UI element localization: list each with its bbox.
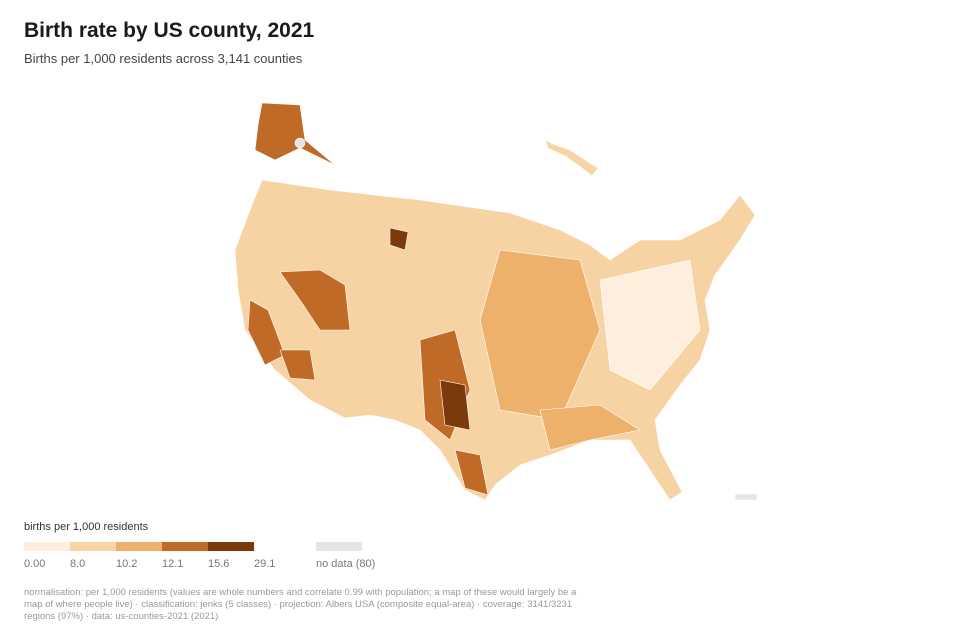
- map-shapes: [234, 102, 758, 501]
- hawaii: [544, 139, 599, 177]
- region: [599, 259, 701, 391]
- legend-break: 0.00: [24, 558, 45, 570]
- legend-swatch: [24, 542, 70, 551]
- no-data-region: [294, 137, 306, 149]
- subtitle: Births per 1,000 residents across 3,141 …: [24, 51, 303, 66]
- legend-break: 29.1: [254, 558, 275, 570]
- footnote: normalisation: per 1,000 residents (valu…: [24, 587, 577, 622]
- legend-break: 15.6: [208, 558, 229, 570]
- region: [539, 404, 641, 451]
- legend-title: births per 1,000 residents: [24, 521, 149, 533]
- title: Birth rate by US county, 2021: [24, 19, 315, 42]
- legend-break: 10.2: [116, 558, 137, 570]
- region: [279, 349, 316, 381]
- legend-swatch: [116, 542, 162, 551]
- legend-break: 8.0: [70, 558, 85, 570]
- legend-swatch: [70, 542, 116, 551]
- legend-swatch: [208, 542, 254, 551]
- region: [279, 269, 351, 331]
- region: [439, 379, 471, 431]
- legend-no-data: [316, 542, 362, 551]
- legend-break: 12.1: [162, 558, 183, 570]
- alaska: [254, 102, 336, 166]
- region: [454, 449, 489, 496]
- region: [389, 227, 409, 251]
- legend-no-data-label: no data (80): [316, 558, 375, 570]
- no-data-region: [734, 493, 758, 501]
- region: [247, 299, 286, 366]
- legend: 0.00 8.0 10.2 12.1 15.6 29.1 no data (80): [24, 542, 375, 570]
- legend-swatch: [162, 542, 208, 551]
